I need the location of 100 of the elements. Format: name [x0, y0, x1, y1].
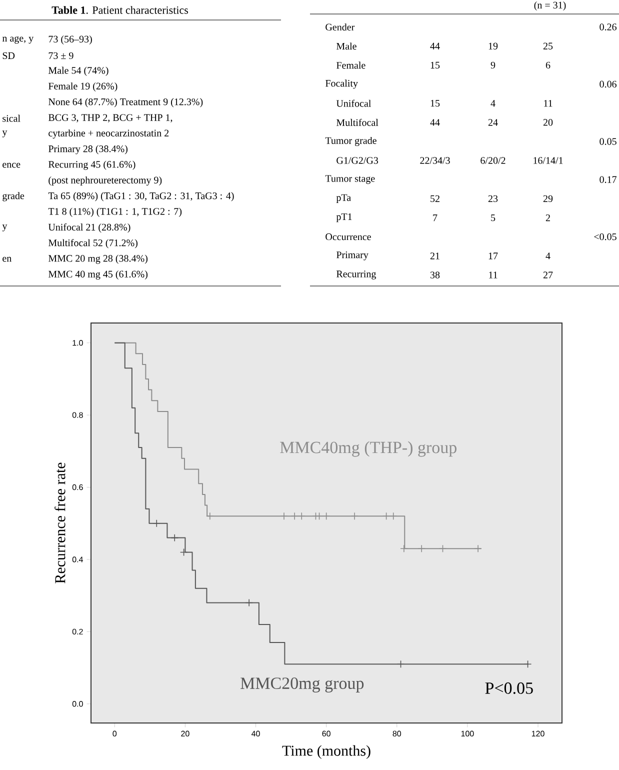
point [290, 512, 298, 520]
text: MMC 20 mg 28 (38.4%) [48, 254, 148, 264]
data-label: 9 [490, 62, 496, 69]
data-label: 20 [543, 119, 553, 126]
data-label: 27 [543, 272, 553, 278]
text: Primary 28 (38.4%) [48, 145, 128, 154]
text: Multifocal 52 (71.2%) [48, 239, 138, 248]
data-label: 21 [430, 252, 440, 260]
category-label: n age, y [2, 36, 34, 44]
data-label: 7 [433, 214, 438, 222]
data-label: 0.05 [600, 138, 616, 145]
y-tick-label: 0.0 [72, 701, 83, 707]
data-label: 11 [544, 100, 552, 107]
point [350, 512, 358, 520]
data-label: 44 [430, 42, 440, 50]
category-label: y [2, 224, 8, 232]
data-label: 44 [430, 119, 440, 126]
point [170, 534, 178, 542]
category-label: sical [2, 114, 20, 122]
category-label: Gender [326, 23, 355, 31]
point [474, 544, 482, 553]
point [206, 512, 214, 520]
x-tick-label: 20 [181, 730, 190, 736]
data-label: 38 [430, 272, 440, 278]
y-axis-title: Recurrence free rate [54, 462, 66, 584]
data-label: 6 [546, 62, 550, 69]
data-label: 24 [488, 119, 498, 126]
category-label: Focality [325, 80, 358, 89]
category-label: grade [2, 192, 24, 202]
text: Table 1. Patient characteristics [52, 6, 188, 14]
category-label: Primary [336, 252, 368, 260]
point [322, 512, 330, 520]
point [298, 512, 306, 520]
point [382, 512, 390, 520]
category-label: ence [2, 162, 20, 168]
data-label: 0.26 [600, 24, 617, 30]
data-label: 6/20/2 [480, 157, 506, 164]
y-tick-label: 0.2 [72, 628, 83, 634]
point [180, 548, 188, 556]
text: (n = 31) [534, 1, 566, 11]
text: Unifocal 21 (28.8%) [48, 223, 130, 233]
series-label: MMC20mg group [240, 678, 364, 692]
x-tick-label: 100 [461, 730, 474, 736]
data-label: 29 [543, 195, 553, 202]
point [389, 512, 398, 520]
category-label: pTa [336, 194, 351, 204]
point [438, 544, 447, 553]
y-tick-label: 0.6 [72, 484, 83, 490]
point [280, 512, 288, 520]
point [245, 598, 253, 607]
data-label: 52 [430, 195, 440, 202]
text: Female 19 (26%) [48, 82, 118, 92]
y-tick-label: 1.0 [72, 340, 83, 346]
category-label: Recurring [336, 270, 376, 280]
text: (post nephroureterectomy 9) [48, 176, 162, 186]
category-label: pT1 [336, 213, 352, 222]
text: Male 54 (74%) [48, 66, 108, 76]
text: 73 (56–93) [48, 35, 92, 45]
data-label: 25 [543, 42, 553, 50]
x-tick-label: 60 [322, 730, 330, 736]
data-label: 11 [489, 272, 498, 278]
category-label: Tumor grade [325, 136, 376, 146]
data-label: 17 [488, 252, 498, 260]
x-tick-label: 80 [392, 730, 402, 736]
point [524, 660, 532, 668]
x-tick-label: 40 [252, 730, 260, 736]
point [152, 519, 161, 528]
category-label: Female [336, 62, 366, 69]
category-label: y [2, 130, 8, 138]
category-label: Unifocal [336, 100, 371, 107]
data-label: 16/14/1 [534, 157, 563, 164]
category-label: G1/G2/G3 [336, 157, 378, 164]
category-label: Multifocal [336, 118, 378, 126]
text: MMC40mg (THP-) group [280, 441, 456, 457]
category-label: en [2, 256, 12, 262]
y-tick-label: 0.4 [72, 556, 83, 562]
text: T1 8 (11%) (T1G1 : 1, T1G2 : 7) [48, 208, 182, 217]
x-axis-title: Time (months) [282, 745, 370, 759]
point [418, 544, 426, 553]
data-label: 15 [430, 62, 440, 69]
data-label: <0.05 [594, 233, 616, 240]
text: Ta 65 (89%) (TaG1 : 30, TaG2 : 31, TaG3 : 4) [48, 192, 234, 202]
data-label: 23 [488, 195, 498, 202]
annotation: P<0.05 [485, 682, 533, 694]
data-label: 15 [430, 100, 440, 107]
category-label: Occurrence [326, 233, 371, 240]
point [400, 544, 408, 553]
text: 73 ± 9 [48, 52, 74, 60]
category-label: SD [2, 52, 15, 60]
data-label: 0.06 [600, 80, 617, 88]
text: BCG 3, THP 2, BCG + THP 1, [48, 114, 172, 122]
text: cytarbine + neocarzinostatin 2 [48, 129, 169, 139]
point [396, 660, 405, 668]
x-tick-label: 0 [112, 730, 117, 736]
data-label: 2 [546, 214, 550, 222]
text: MMC 40 mg 45 (61.6%) [48, 270, 148, 280]
text: Recurring 45 (61.6%) [48, 160, 136, 170]
y-tick-label: 0.8 [72, 412, 83, 418]
data-label: 19 [488, 42, 498, 50]
data-label: 5 [491, 214, 496, 222]
